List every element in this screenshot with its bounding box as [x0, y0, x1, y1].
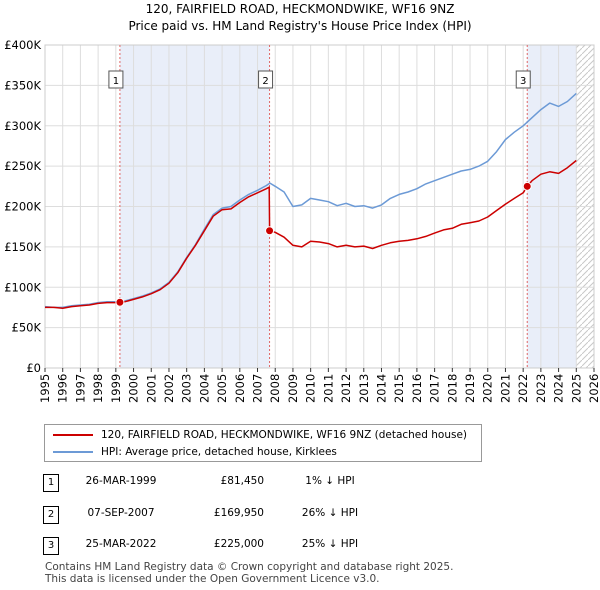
y-tick-label: £400K: [4, 38, 41, 52]
x-tick-label: 2014: [374, 374, 388, 403]
property-series-line: [45, 159, 577, 309]
sale-point: [265, 226, 275, 236]
transaction-price: £225,000: [213, 538, 264, 550]
x-tick-label: 2015: [392, 374, 406, 403]
x-tick-label: 2017: [428, 374, 442, 403]
x-tick-label: 2026: [587, 374, 600, 403]
y-tick-label: £100K: [4, 280, 41, 294]
x-tick-label: 2025: [569, 374, 583, 403]
sale-number-label: 1: [113, 76, 119, 87]
x-tick-label: 2005: [215, 374, 229, 403]
x-tick-label: 2002: [162, 374, 176, 403]
x-tick-label: 2021: [498, 374, 512, 403]
x-tick-label: 2020: [481, 374, 495, 403]
transaction-date: 26-MAR-1999: [85, 475, 157, 487]
hpi-series-line: [44, 92, 577, 309]
x-tick-label: 2001: [144, 374, 158, 403]
footer-license: This data is licensed under the Open Gov…: [45, 573, 380, 585]
sale-point: [522, 181, 532, 191]
x-tick-label: 2024: [552, 374, 566, 403]
legend-swatch-hpi: [53, 451, 93, 453]
chart-title: 120, FAIRFIELD ROAD, HECKMONDWIKE, WF16 …: [145, 2, 455, 16]
transaction-price: £81,450: [220, 475, 264, 487]
x-tick-label: 1997: [73, 374, 87, 403]
transaction-number-badge: 3: [43, 537, 59, 555]
x-tick-label: 2010: [304, 374, 318, 403]
y-tick-label: £0: [26, 361, 41, 375]
legend-label-hpi: HPI: Average price, detached house, Kirk…: [101, 446, 337, 458]
price-chart: £0 £50K £100K £150K £200K £250K £300K £350K £400…: [4, 38, 600, 403]
chart-subtitle: Price paid vs. HM Land Registry's House …: [128, 19, 472, 33]
transaction-number-badge: 2: [43, 506, 59, 524]
transaction-price: £169,950: [213, 507, 264, 519]
y-tick-label: £300K: [4, 119, 41, 133]
x-tick-label: 2019: [463, 374, 477, 403]
x-tick-label: 2013: [357, 374, 371, 403]
footer-copyright: Contains HM Land Registry data © Crown c…: [45, 561, 454, 573]
x-tick-label: 2006: [233, 374, 247, 403]
y-tick-label: £50K: [12, 321, 42, 335]
x-tick-label: 2007: [251, 374, 265, 403]
x-tick-label: 1995: [38, 374, 52, 403]
x-tick-label: 2000: [127, 374, 141, 403]
x-tick-label: 2003: [180, 374, 194, 403]
sale-point: [115, 297, 125, 307]
sale-number-label: 3: [520, 76, 526, 87]
sale-number-box: [108, 70, 124, 89]
transaction-hpi-diff: 25% ↓ HPI: [301, 538, 359, 550]
transaction-hpi-diff: 1% ↓ HPI: [305, 475, 355, 487]
x-tick-label: 1998: [91, 374, 105, 403]
x-tick-label: 2023: [534, 374, 548, 403]
transaction-number-badge: 1: [43, 474, 59, 492]
legend: 120, FAIRFIELD ROAD, HECKMONDWIKE, WF16 …: [44, 424, 482, 462]
transaction-date: 25-MAR-2022: [85, 538, 157, 550]
sale-number-label: 2: [262, 76, 268, 87]
y-tick-label: £200K: [4, 200, 41, 214]
x-tick-label: 2009: [286, 374, 300, 403]
x-tick-label: 2012: [339, 374, 353, 403]
legend-swatch-property: [53, 434, 93, 436]
y-tick-label: £350K: [4, 78, 41, 92]
x-tick-label: 2011: [321, 374, 335, 403]
sale-number-box: [258, 70, 274, 89]
x-tick-label: 2016: [410, 374, 424, 403]
legend-label-property: 120, FAIRFIELD ROAD, HECKMONDWIKE, WF16 …: [101, 429, 468, 441]
plot-frame: [44, 44, 595, 369]
sale-number-box: [515, 70, 531, 89]
transaction-date: 07-SEP-2007: [87, 507, 155, 519]
x-tick-label: 2022: [516, 374, 530, 403]
x-tick-label: 2008: [268, 374, 282, 403]
x-tick-label: 2018: [445, 374, 459, 403]
y-tick-label: £250K: [4, 159, 41, 173]
x-tick-label: 1999: [109, 374, 123, 403]
y-tick-label: £150K: [4, 240, 41, 254]
x-tick-label: 2004: [197, 374, 211, 403]
transaction-hpi-diff: 26% ↓ HPI: [301, 507, 359, 519]
x-tick-label: 1996: [56, 374, 70, 403]
